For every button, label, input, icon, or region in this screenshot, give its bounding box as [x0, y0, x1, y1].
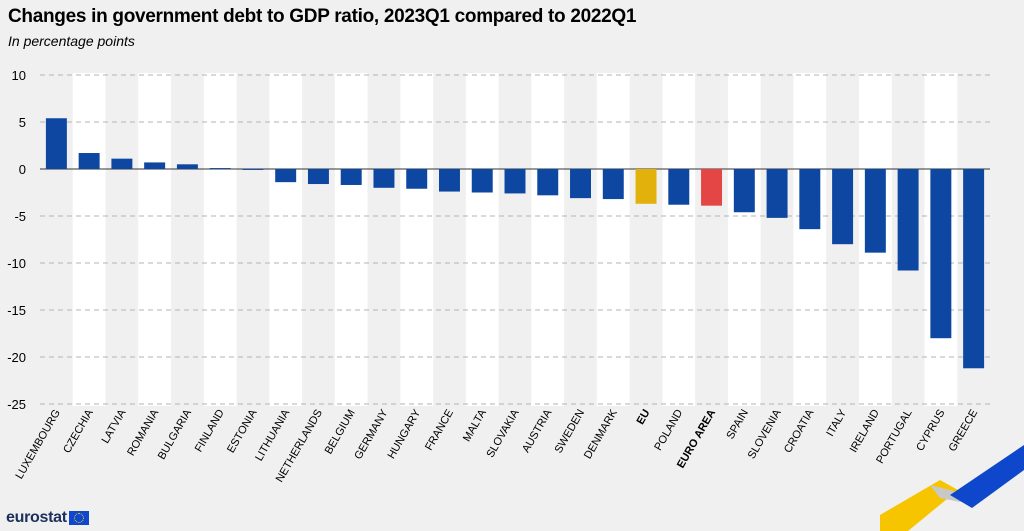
bar-eu — [635, 169, 657, 204]
x-tick-label: AUSTRIA — [520, 407, 555, 455]
bar-czechia — [78, 153, 100, 169]
bar-euro-area — [701, 169, 723, 206]
bar-spain — [733, 169, 755, 213]
bar-luxembourg — [45, 118, 67, 169]
x-tick-label: SPAIN — [724, 407, 751, 441]
column-band — [727, 73, 761, 406]
x-tick-label: LATVIA — [100, 407, 129, 446]
bar-finland — [209, 168, 231, 169]
x-tick-label: BELGIUM — [323, 408, 358, 457]
column-band — [334, 73, 368, 406]
bar-france — [439, 169, 460, 192]
bar-croatia — [799, 169, 821, 230]
x-tick-label: MALTA — [461, 407, 489, 444]
x-tick-label: CZECHIA — [61, 407, 96, 455]
bar-denmark — [602, 169, 624, 200]
bar-estonia — [242, 169, 264, 170]
y-tick-label: 5 — [19, 115, 26, 130]
y-tick-label: 10 — [12, 68, 26, 83]
bar-poland — [668, 169, 690, 205]
chart-subtitle: In percentage points — [8, 33, 135, 49]
x-tick-label: EU — [635, 407, 653, 426]
column-band — [400, 73, 434, 406]
bar-romania — [144, 162, 166, 169]
logo-text: eurostat — [6, 509, 67, 526]
y-tick-label: -10 — [7, 256, 26, 271]
x-tick-label: CROATIA — [782, 407, 817, 455]
column-band — [269, 73, 303, 406]
bar-slovakia — [504, 169, 526, 194]
eurostat-logo: eurostat — [6, 508, 89, 528]
eurostat-swoosh-decoration — [880, 445, 1024, 531]
bar-netherlands — [307, 169, 329, 185]
column-band — [596, 73, 630, 406]
bar-bulgaria — [176, 164, 198, 169]
bar-sweden — [570, 169, 591, 199]
x-tick-label: FINLAND — [193, 407, 227, 454]
y-tick-label: -25 — [7, 397, 26, 412]
bar-slovenia — [766, 169, 788, 218]
x-tick-label: POLAND — [652, 407, 685, 452]
x-tick-label: BULGARIA — [156, 407, 195, 462]
bar-hungary — [406, 169, 428, 189]
column-band — [465, 73, 499, 406]
bar-germany — [373, 169, 395, 188]
column-band — [662, 73, 696, 406]
y-tick-label: -15 — [7, 303, 26, 318]
bar-austria — [537, 169, 559, 196]
x-tick-label: IRELAND — [848, 407, 882, 454]
y-tick-label: -5 — [14, 209, 26, 224]
bar-belgium — [340, 169, 362, 185]
x-tick-label: ESTONIA — [225, 407, 260, 455]
x-tick-label: LUXEMBOURG — [13, 408, 63, 482]
chart-title: Changes in government debt to GDP ratio,… — [8, 6, 637, 27]
bar-lithuania — [275, 169, 297, 183]
bar-greece — [963, 169, 985, 369]
x-tick-label: ITALY — [824, 407, 849, 439]
eu-flag-icon — [68, 511, 89, 525]
x-tick-label: SLOVENIA — [746, 407, 784, 461]
column-band — [531, 73, 565, 406]
column-band — [203, 73, 237, 406]
x-tick-label: HUNGARY — [386, 407, 424, 461]
bar-italy — [832, 169, 854, 245]
column-band — [72, 73, 106, 406]
x-tick-label: GERMANY — [352, 407, 391, 462]
bar-ireland — [864, 169, 886, 253]
column-band — [138, 73, 172, 406]
x-tick-label: SWEDEN — [553, 407, 588, 455]
y-tick-label: 0 — [19, 162, 26, 177]
x-tick-label: DENMARK — [582, 407, 620, 461]
x-tick-label: ROMANIA — [125, 407, 161, 458]
y-tick-label: -20 — [7, 350, 26, 365]
x-tick-label: SLOVAKIA — [484, 407, 522, 460]
bar-latvia — [111, 158, 133, 169]
bar-portugal — [897, 169, 919, 271]
column-band — [793, 73, 827, 406]
bar-malta — [471, 169, 493, 193]
x-tick-label: FRANCE — [423, 408, 456, 453]
bar-cyprus — [930, 169, 952, 339]
